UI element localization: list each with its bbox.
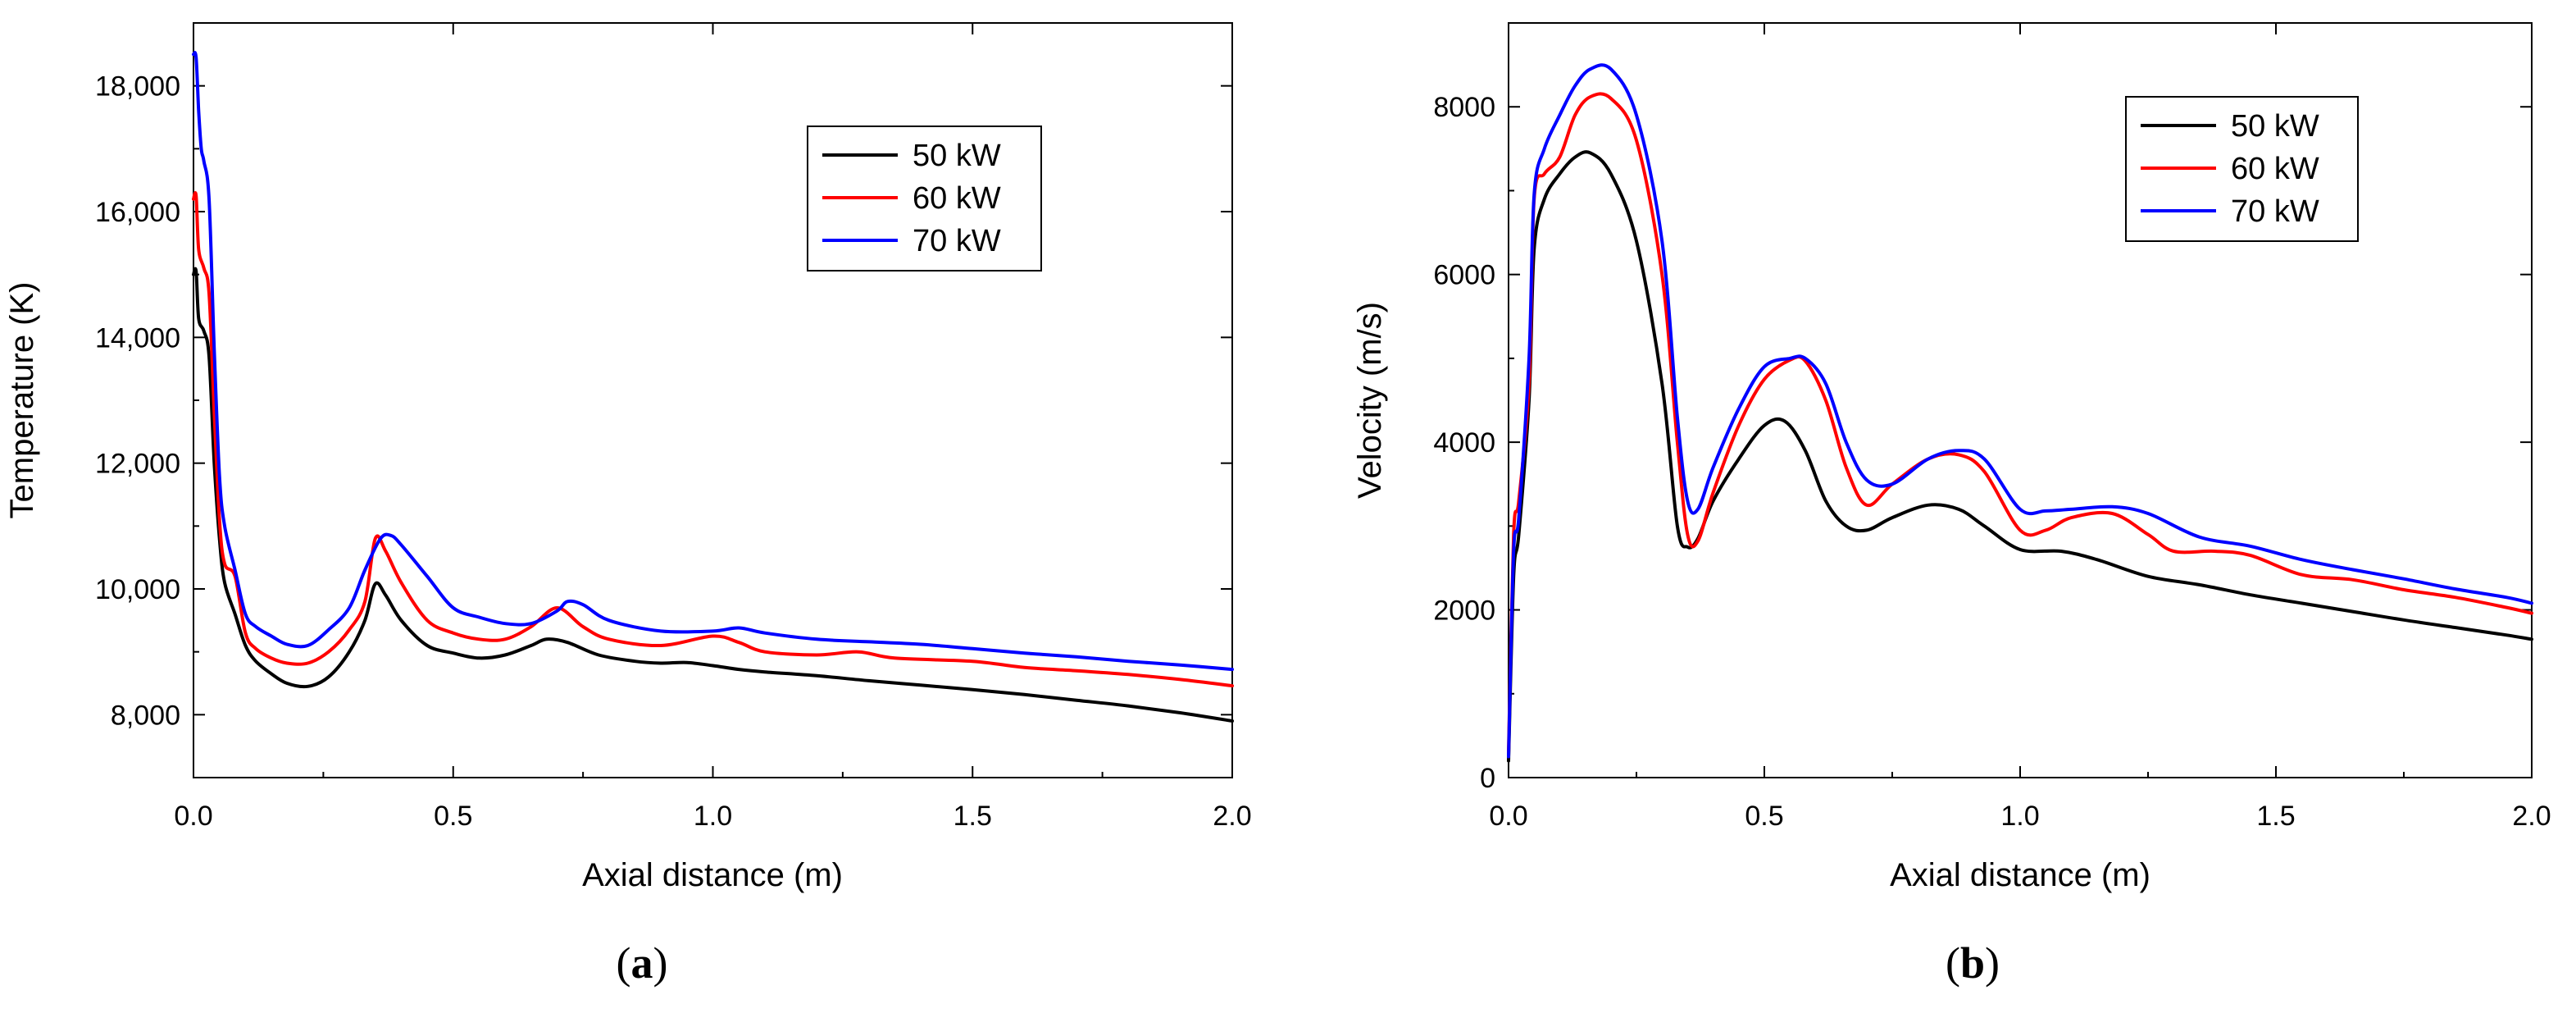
series-line-70-kw [192, 51, 1234, 672]
temperature-axes: 0.0 0.5 1.0 1.5 2.0 8,000 10,000 12,000 14,000 16… [95, 22, 1252, 832]
panel-a-caption: (a) [617, 938, 668, 988]
x-tick-label: 1.0 [694, 801, 732, 832]
y-tick-label: 14,000 [95, 322, 180, 354]
x-tick-label: 0.5 [1745, 801, 1783, 832]
x-tick-label: 0.0 [1489, 801, 1527, 832]
temperature-y-axis-label: Temperature (K) [4, 282, 40, 519]
legend-label-50-kw: 50 kW [2231, 109, 2319, 144]
y-tick-label: 16,000 [95, 197, 180, 228]
panel-b-caption: (b) [1946, 938, 2000, 988]
y-tick-label: 12,000 [95, 449, 180, 480]
temperature-chart-panel: 0.0 0.5 1.0 1.5 2.0 8,000 10,000 12,000 14,000 16… [4, 22, 1252, 893]
velocity-legend: 50 kW 60 kW 70 kW [2125, 96, 2359, 242]
temperature-x-axis-label: Axial distance (m) [582, 857, 843, 893]
panel-a-label: a [631, 938, 653, 988]
y-tick-label: 0 [1480, 763, 1495, 794]
y-tick-label: 8,000 [111, 700, 180, 731]
velocity-chart-panel: 0.0 0.5 1.0 1.5 2.0 0 2000 4000 6000 8000 50 kW 60… [1352, 22, 2551, 893]
series-line-50-kw [1507, 150, 2533, 763]
y-tick-label: 18,000 [95, 71, 180, 103]
legend-label-50-kw: 50 kW [913, 139, 1001, 173]
legend-label-60-kw: 60 kW [913, 181, 1001, 216]
y-tick-label: 6000 [1433, 260, 1495, 291]
velocity-x-axis-label: Axial distance (m) [1890, 857, 2150, 893]
temperature-legend: 50 kW 60 kW 70 kW [807, 125, 1042, 272]
y-tick-label: 8000 [1433, 92, 1495, 123]
velocity-axes: 0.0 0.5 1.0 1.5 2.0 0 2000 4000 6000 8000 [1433, 22, 2551, 832]
velocity-series [1507, 63, 2533, 763]
series-line-60-kw [192, 191, 1234, 688]
x-tick-label: 1.5 [2256, 801, 2295, 832]
x-tick-label: 2.0 [1213, 801, 1251, 832]
x-tick-label: 1.0 [2000, 801, 2039, 832]
x-tick-label: 0.0 [174, 801, 212, 832]
y-tick-label: 4000 [1433, 427, 1495, 459]
legend-label-60-kw: 60 kW [2231, 152, 2319, 186]
temperature-series [192, 51, 1234, 723]
legend-label-70-kw: 70 kW [913, 224, 1001, 258]
x-tick-label: 2.0 [2512, 801, 2551, 832]
y-tick-label: 10,000 [95, 574, 180, 605]
x-tick-label: 0.5 [434, 801, 472, 832]
velocity-y-axis-label: Velocity (m/s) [1352, 302, 1388, 499]
series-line-50-kw [192, 267, 1234, 723]
series-line-70-kw [1507, 63, 2533, 759]
x-tick-label: 1.5 [953, 801, 992, 832]
legend-label-70-kw: 70 kW [2231, 194, 2319, 229]
y-tick-label: 2000 [1433, 595, 1495, 627]
panel-b-label: b [1960, 938, 1985, 988]
